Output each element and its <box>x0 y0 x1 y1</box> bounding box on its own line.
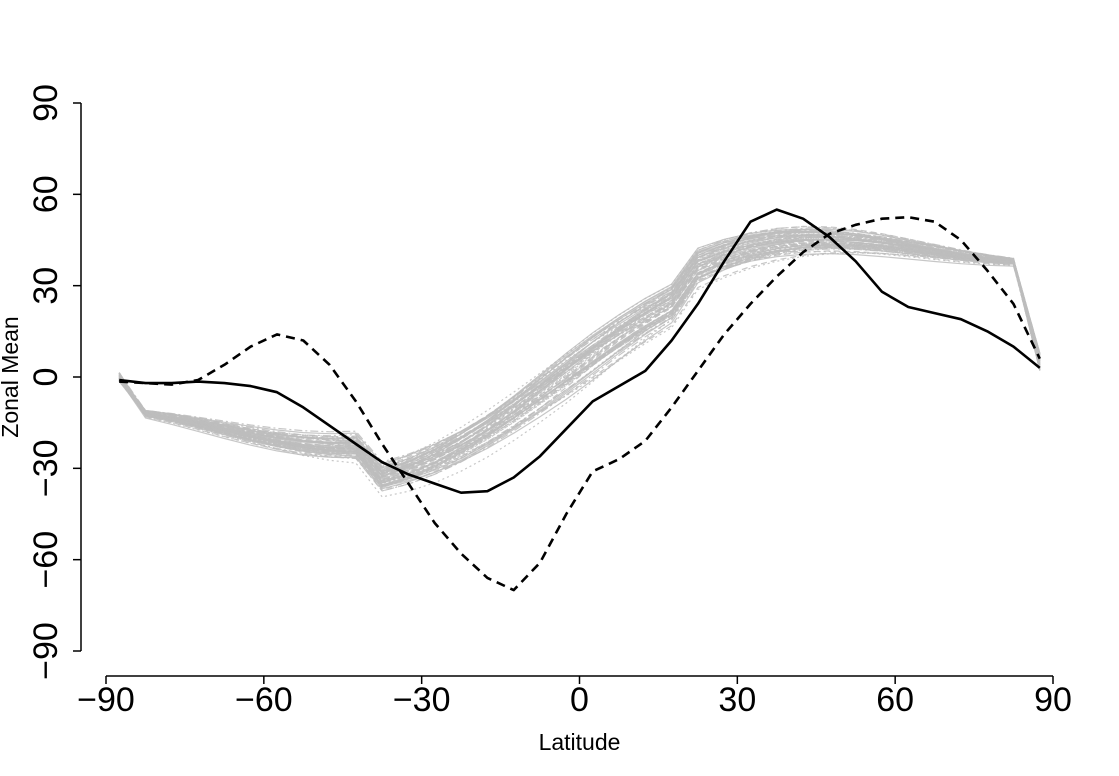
x-tick-label: 0 <box>570 681 589 719</box>
x-tick-label: 60 <box>876 681 914 719</box>
ensemble-line <box>118 244 1041 488</box>
x-axis: −90 −60 −30 0 30 60 90 <box>77 675 1072 719</box>
ensemble-lines <box>118 225 1041 498</box>
ensemble-line <box>118 250 1041 488</box>
ensemble-line <box>118 248 1041 492</box>
x-tick-label: −60 <box>235 681 293 719</box>
x-tick-label: −90 <box>77 681 135 719</box>
x-tick-label: 90 <box>1034 681 1072 719</box>
ensemble-line <box>118 247 1041 474</box>
x-tick-label: −30 <box>393 681 451 719</box>
data-lines <box>119 208 1041 592</box>
dashed-series-line <box>119 215 1041 592</box>
y-tick-label: −30 <box>27 439 65 497</box>
ensemble-line <box>118 242 1041 466</box>
ensemble-line <box>118 239 1041 471</box>
y-tick-label: 60 <box>27 175 65 213</box>
ensemble-line <box>118 235 1041 482</box>
ensemble-line <box>118 241 1041 485</box>
y-tick-label: 0 <box>27 368 65 387</box>
y-tick-label: 30 <box>27 267 65 305</box>
ensemble-line <box>118 231 1041 469</box>
y-tick-label: −60 <box>27 531 65 589</box>
ensemble-line <box>118 245 1041 487</box>
y-tick-label: 90 <box>27 84 65 122</box>
y-tick-label: −90 <box>27 622 65 680</box>
solid-series-line <box>119 208 1041 494</box>
x-tick-label: 30 <box>718 681 756 719</box>
x-axis-title: Latitude <box>539 729 621 755</box>
ensemble-line <box>118 239 1041 470</box>
ensemble-line <box>118 234 1041 481</box>
ensemble-line <box>118 246 1041 487</box>
ensemble-line <box>118 246 1041 486</box>
ensemble-line <box>118 233 1041 474</box>
ensemble-line <box>118 251 1041 486</box>
y-axis-title: Zonal Mean <box>0 316 23 437</box>
y-axis: −90 −60 −30 0 30 60 90 <box>27 84 82 680</box>
ensemble-line <box>118 226 1041 477</box>
